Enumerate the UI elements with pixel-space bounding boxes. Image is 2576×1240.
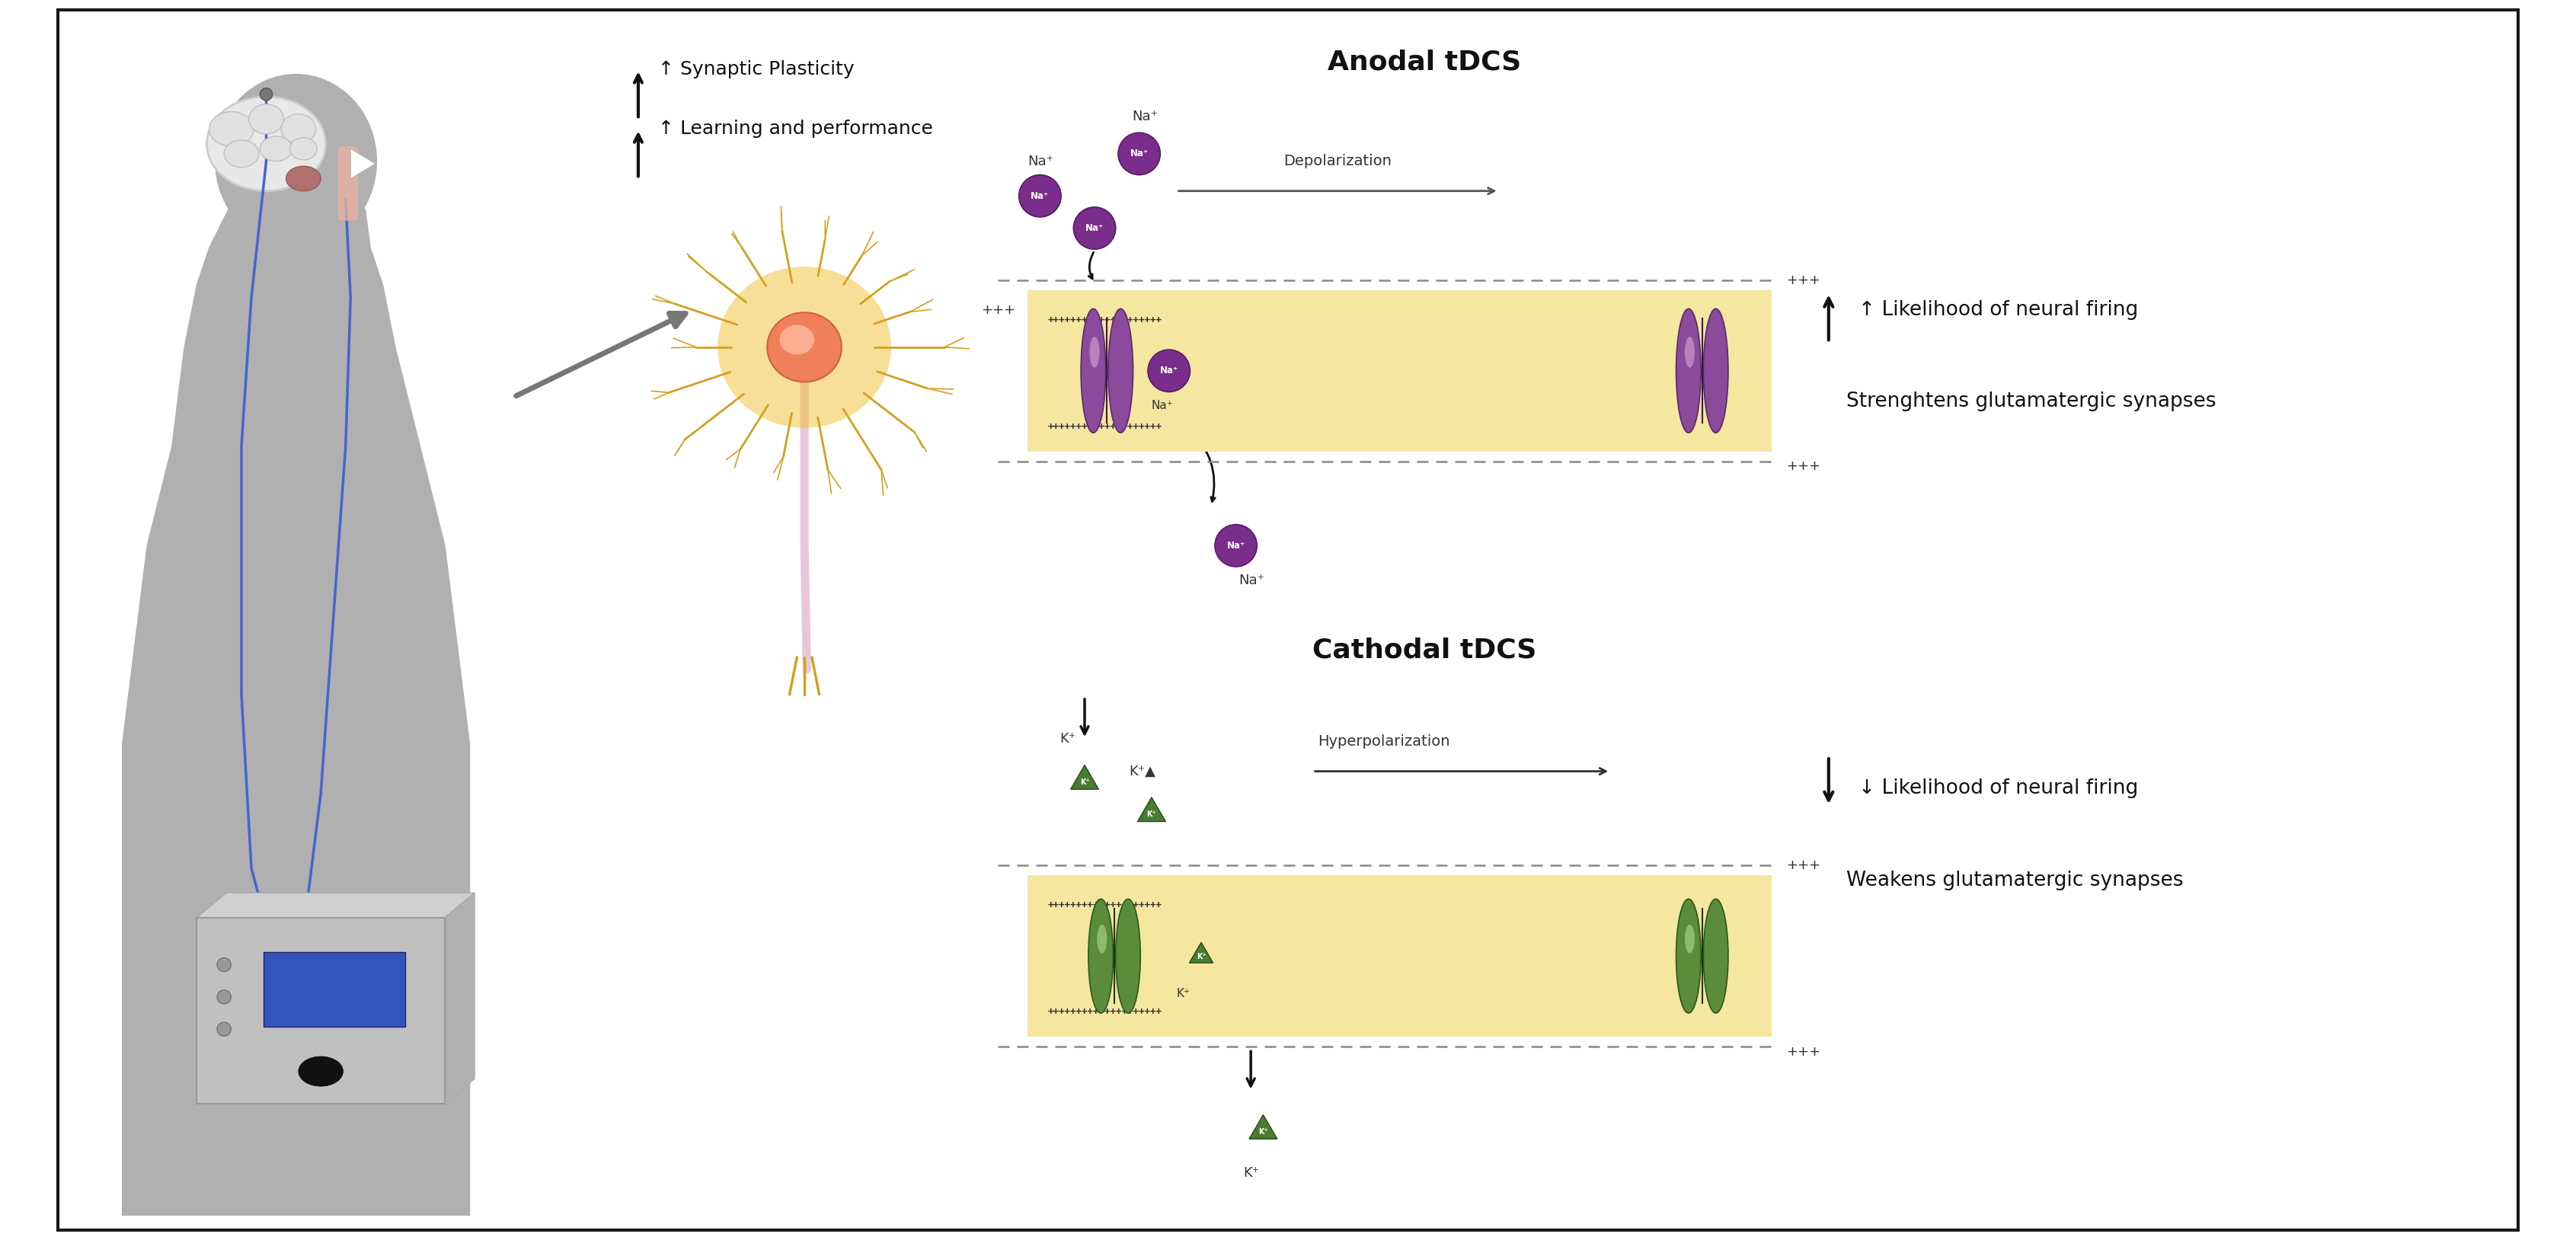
FancyBboxPatch shape [263,952,404,1027]
Ellipse shape [1097,925,1108,954]
Text: Anodal tDCS: Anodal tDCS [1327,50,1522,74]
Ellipse shape [1082,309,1105,433]
Circle shape [1020,175,1061,217]
Text: Cathodal tDCS: Cathodal tDCS [1311,637,1535,662]
Text: Na⁺: Na⁺ [1030,191,1048,201]
Text: +++: +++ [981,303,1015,317]
Text: K⁺: K⁺ [1059,732,1077,746]
Text: ++++++++++++++++++++: ++++++++++++++++++++ [1048,422,1162,432]
Ellipse shape [250,104,283,134]
Text: K⁺: K⁺ [1244,1166,1260,1180]
Text: K⁺: K⁺ [1177,987,1190,999]
Text: ↑ Synaptic Plasticity: ↑ Synaptic Plasticity [657,61,855,78]
Ellipse shape [1685,336,1695,367]
Text: K⁺: K⁺ [1079,779,1090,786]
Text: Na⁺: Na⁺ [1131,109,1157,124]
Ellipse shape [1703,309,1728,433]
Ellipse shape [1677,899,1700,1013]
Ellipse shape [299,1056,343,1086]
Ellipse shape [209,112,255,146]
Text: K⁺▲: K⁺▲ [1128,764,1157,779]
Circle shape [260,88,273,100]
Text: +++: +++ [1788,459,1821,474]
Circle shape [216,990,232,1004]
Ellipse shape [719,267,891,428]
Ellipse shape [1677,309,1700,433]
Ellipse shape [289,138,317,160]
Ellipse shape [1703,899,1728,1013]
Circle shape [1118,133,1159,175]
FancyBboxPatch shape [1028,875,1772,1037]
Ellipse shape [224,140,258,167]
Text: +++: +++ [1788,1044,1821,1059]
Polygon shape [350,149,376,179]
Ellipse shape [281,114,317,144]
Polygon shape [446,893,474,1104]
Text: ↑ Learning and performance: ↑ Learning and performance [657,120,933,138]
Ellipse shape [1087,899,1113,1013]
Text: Na⁺: Na⁺ [1151,399,1175,412]
Polygon shape [1190,942,1213,962]
Text: Strenghtens glutamatergic synapses: Strenghtens glutamatergic synapses [1847,392,2215,412]
Ellipse shape [781,325,814,355]
Text: Na⁺: Na⁺ [1131,149,1149,159]
Ellipse shape [1685,925,1695,954]
Text: Na⁺: Na⁺ [1226,541,1244,551]
Circle shape [216,1022,232,1037]
FancyBboxPatch shape [337,146,358,221]
Text: +++: +++ [1788,858,1821,873]
Text: K⁺: K⁺ [1257,1128,1267,1136]
Text: ++++++++++++++++++++: ++++++++++++++++++++ [1048,315,1162,325]
Text: ↓ Likelihood of neural firing: ↓ Likelihood of neural firing [1857,779,2138,799]
Polygon shape [1249,1115,1278,1138]
Text: Na⁺: Na⁺ [1028,154,1054,169]
Text: Depolarization: Depolarization [1283,154,1391,169]
Polygon shape [196,893,474,918]
Polygon shape [1139,797,1164,821]
Text: ++++++++++++++++++++: ++++++++++++++++++++ [1048,1007,1162,1017]
Text: K⁺: K⁺ [1146,811,1157,818]
Ellipse shape [286,166,322,191]
Text: +++: +++ [1788,273,1821,288]
Circle shape [1149,350,1190,392]
Text: ++++++++++++++++++++: ++++++++++++++++++++ [1048,900,1162,910]
Ellipse shape [216,74,376,248]
Polygon shape [1072,765,1097,789]
Ellipse shape [206,97,325,191]
Circle shape [1216,525,1257,567]
Ellipse shape [1090,336,1100,367]
FancyBboxPatch shape [1028,290,1772,451]
Text: K⁺: K⁺ [1195,952,1206,961]
Circle shape [216,957,232,972]
Ellipse shape [1115,899,1141,1013]
Text: Weakens glutamatergic synapses: Weakens glutamatergic synapses [1847,870,2182,890]
Ellipse shape [768,312,842,382]
FancyBboxPatch shape [196,918,446,1104]
Ellipse shape [1108,309,1133,433]
Text: Na⁺: Na⁺ [1084,223,1103,233]
Ellipse shape [260,136,291,161]
Circle shape [1074,207,1115,249]
Text: ↑ Likelihood of neural firing: ↑ Likelihood of neural firing [1857,300,2138,320]
Text: Hyperpolarization: Hyperpolarization [1319,734,1450,749]
Text: Na⁺: Na⁺ [1159,366,1177,376]
Polygon shape [124,124,469,1215]
Text: Na⁺: Na⁺ [1239,573,1265,588]
